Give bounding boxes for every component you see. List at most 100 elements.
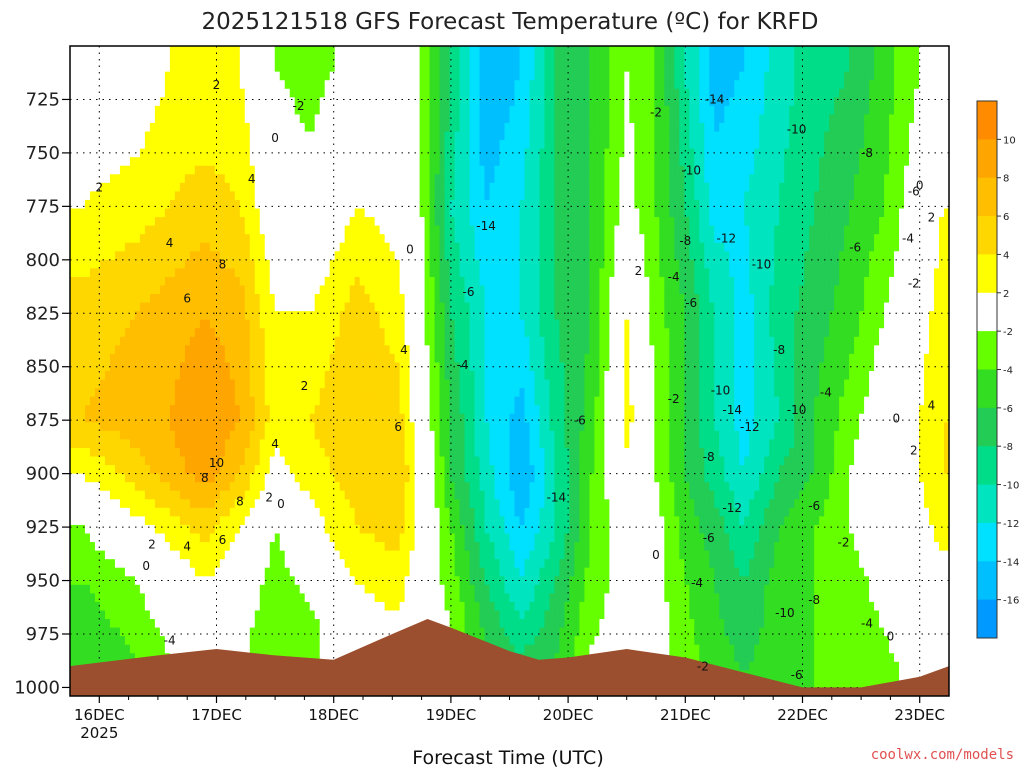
- field-cell: [179, 97, 186, 107]
- field-cell: [109, 276, 116, 287]
- field-cell: [254, 507, 261, 517]
- field-cell: [184, 533, 191, 543]
- field-cell: [129, 584, 136, 594]
- field-cell: [294, 131, 301, 141]
- field-cell: [269, 199, 276, 210]
- field-cell: [89, 345, 96, 355]
- field-cell: [214, 105, 221, 116]
- field-cell: [234, 148, 241, 158]
- field-cell: [294, 405, 301, 415]
- field-cell: [344, 388, 351, 398]
- field-cell: [144, 610, 151, 620]
- field-cell: [189, 371, 196, 381]
- field-cell: [219, 601, 226, 612]
- field-cell: [134, 268, 141, 278]
- field-cell: [99, 542, 106, 552]
- field-cell: [274, 482, 281, 492]
- field-cell: [244, 54, 251, 64]
- field-cell: [209, 114, 216, 124]
- field-cell: [279, 533, 286, 543]
- field-cell: [294, 63, 301, 73]
- field-cell: [284, 88, 291, 98]
- field-cell: [214, 311, 221, 321]
- field-cell: [334, 131, 341, 141]
- field-cell: [294, 71, 301, 81]
- field-cell: [389, 362, 396, 372]
- field-cell: [364, 148, 371, 158]
- field-cell: [329, 396, 336, 406]
- field-cell: [309, 584, 316, 594]
- field-cell: [249, 559, 256, 569]
- field-cell: [284, 148, 291, 158]
- field-cell: [84, 140, 91, 150]
- field-cell: [324, 80, 331, 90]
- field-cell: [89, 148, 96, 158]
- field-cell: [204, 88, 211, 98]
- field-cell: [159, 422, 166, 432]
- field-cell: [244, 268, 251, 278]
- field-cell: [124, 46, 131, 56]
- field-cell: [309, 225, 316, 235]
- field-cell: [304, 131, 311, 141]
- field-cell: [94, 63, 101, 73]
- field-cell: [79, 122, 86, 133]
- field-cell: [299, 63, 306, 73]
- field-cell: [279, 601, 286, 612]
- field-cell: [109, 105, 116, 116]
- field-cell: [89, 174, 96, 184]
- field-cell: [149, 319, 156, 329]
- field-cell: [244, 533, 251, 543]
- field-cell: [234, 46, 241, 56]
- field-cell: [164, 490, 171, 500]
- field-cell: [184, 482, 191, 492]
- field-cell: [339, 234, 346, 244]
- field-cell: [154, 251, 161, 261]
- field-cell: [209, 482, 216, 492]
- field-cell: [114, 430, 121, 441]
- field-cell: [139, 550, 146, 560]
- field-cell: [279, 302, 286, 312]
- field-cell: [154, 191, 161, 201]
- field-cell: [164, 319, 171, 329]
- field-cell: [204, 601, 211, 612]
- field-cell: [264, 105, 271, 116]
- field-cell: [109, 447, 116, 458]
- field-cell: [344, 405, 351, 415]
- field-cell: [209, 584, 216, 594]
- field-cell: [194, 584, 201, 594]
- field-cell: [194, 490, 201, 500]
- field-cell: [244, 550, 251, 560]
- field-cell: [294, 456, 301, 466]
- field-cell: [219, 311, 226, 321]
- field-cell: [354, 242, 361, 252]
- field-cell: [349, 439, 356, 449]
- field-cell: [289, 251, 296, 261]
- field-cell: [70, 447, 76, 458]
- field-cell: [74, 259, 81, 269]
- field-cell: [194, 97, 201, 107]
- field-cell: [244, 88, 251, 98]
- field-cell: [84, 533, 91, 543]
- field-cell: [104, 396, 111, 406]
- field-cell: [254, 559, 261, 569]
- field-cell: [89, 302, 96, 312]
- field-cell: [184, 524, 191, 535]
- field-cell: [104, 131, 111, 141]
- field-cell: [264, 439, 271, 449]
- field-cell: [89, 447, 96, 458]
- field-cell: [154, 576, 161, 586]
- field-cell: [214, 627, 221, 637]
- field-cell: [234, 259, 241, 269]
- field-cell: [89, 396, 96, 406]
- field-cell: [264, 533, 271, 543]
- field-cell: [94, 71, 101, 81]
- field-cell: [349, 268, 356, 278]
- field-cell: [169, 319, 176, 329]
- field-cell: [79, 490, 86, 500]
- field-cell: [199, 46, 206, 56]
- field-cell: [339, 71, 346, 81]
- field-cell: [254, 217, 261, 227]
- field-cell: [194, 268, 201, 278]
- field-cell: [359, 524, 366, 535]
- field-cell: [314, 619, 321, 629]
